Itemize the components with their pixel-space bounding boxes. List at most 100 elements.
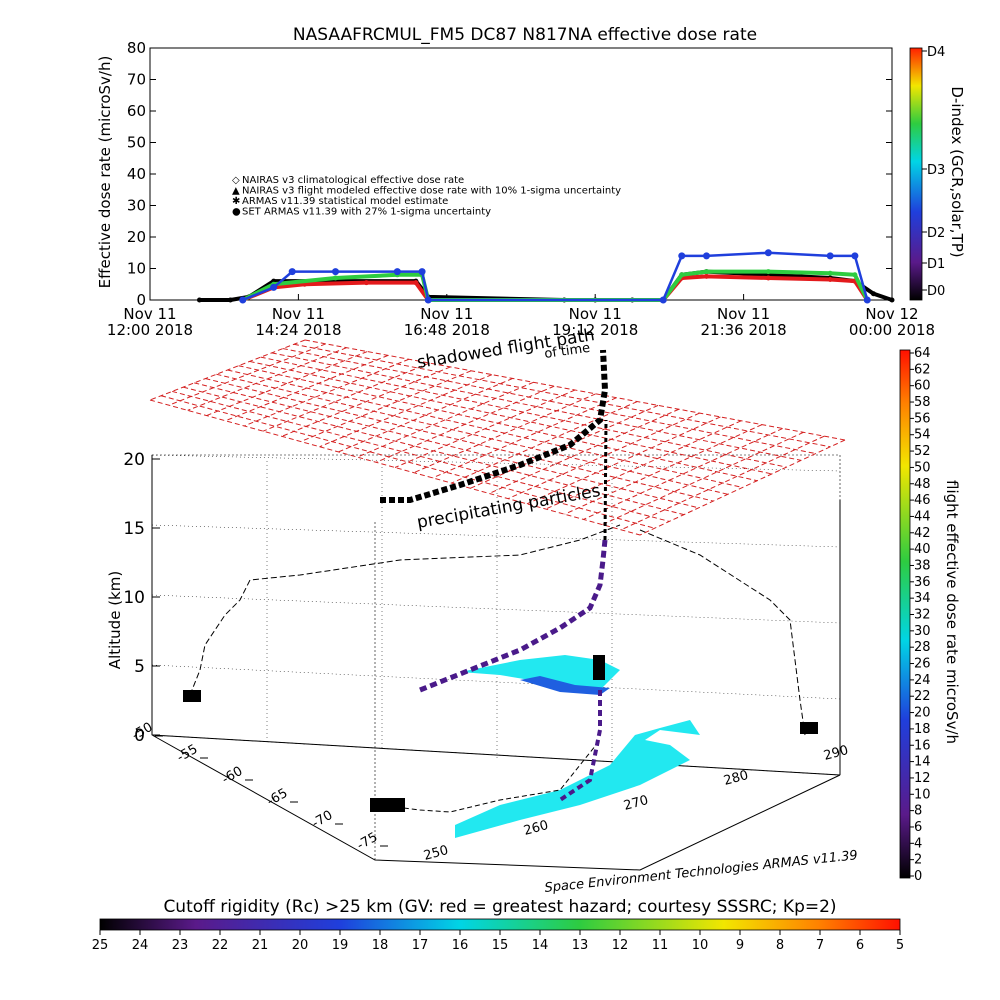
- cutoff-tick-label: 14: [532, 938, 549, 953]
- top-series-point-2: [704, 269, 709, 275]
- dose-rate-tick-label: 30: [914, 624, 931, 639]
- top-series-point-0: [889, 297, 895, 303]
- top-ytick-label: 30: [127, 197, 146, 215]
- lon-tick-label: 280: [722, 768, 750, 789]
- top-plot-frame: [149, 47, 893, 301]
- particle-grid-line: [319, 374, 493, 448]
- top-series-point-2: [827, 270, 833, 276]
- wall-grid: [151, 454, 841, 776]
- top-series-point-3: [288, 268, 296, 276]
- dose-rate-tick-label: 18: [914, 722, 931, 737]
- floor-frame: [151, 734, 841, 871]
- cutoff-tick-label: 25: [92, 938, 109, 953]
- top-series-point-3: [703, 252, 710, 260]
- dose-rate-tick-label: 16: [914, 738, 931, 753]
- cutoff-tick-label: 8: [776, 938, 784, 953]
- z-axis-ticks: 0 5 10 15 20: [123, 450, 160, 746]
- legend-symbol: ✱: [232, 196, 240, 207]
- dose-rate-tick-label: 14: [914, 755, 931, 770]
- particle-grid-line: [564, 424, 763, 515]
- dose-rate-tick-label: 32: [914, 608, 931, 623]
- top-xtick-label-line2: 21:36 2018: [701, 321, 787, 339]
- cutoff-tick-label: 13: [572, 938, 589, 953]
- top-series-point-3: [270, 283, 278, 291]
- d-index-tick-label: D2: [927, 226, 945, 241]
- dose-rate-tick-label: 58: [914, 395, 931, 410]
- top-series-point-1: [413, 280, 419, 286]
- wall-shadow-path-right: [639, 529, 806, 736]
- dose-rate-tick-label: 56: [914, 411, 931, 426]
- dose-rate-tick-label: 60: [914, 379, 931, 394]
- top-ytick-label: 50: [127, 134, 146, 152]
- d-index-label: D-index (GCR,solar,TP): [948, 86, 966, 257]
- cutoff-tick-label: 6: [856, 938, 864, 953]
- d-index-tick-label: D4: [927, 45, 945, 60]
- top-xtick-label-line2: 16:48 2018: [404, 321, 490, 339]
- top-series-point-3: [418, 268, 426, 276]
- flight-vertical: [603, 419, 608, 541]
- particle-grid-line: [375, 385, 555, 463]
- dose-rate-tick-label: 62: [914, 362, 931, 377]
- top-series-point-0: [196, 297, 202, 303]
- cutoff-tick-label: 12: [612, 938, 629, 953]
- particle-grid-line: [168, 343, 326, 406]
- lon-tick-label: 290: [822, 743, 850, 764]
- particle-grid-line: [545, 420, 742, 510]
- top-series-line-3: [242, 251, 869, 302]
- legend-symbol: ●: [232, 207, 241, 218]
- top-ytick-label: 0: [136, 291, 146, 309]
- dose-rate-tick-label: 12: [914, 771, 931, 786]
- dose-rate-tick-label: 44: [914, 509, 931, 524]
- floor-shadow-path: [379, 739, 601, 813]
- lat-tick-label: -70: [310, 808, 336, 832]
- top-xtick-label-line1: Nov 11: [717, 305, 770, 323]
- particle-grid-line: [413, 393, 596, 474]
- cutoff-colorbar-label: Cutoff rigidity (Rc) >25 km (GV: red = g…: [163, 897, 836, 917]
- particle-grid-line: [225, 354, 389, 422]
- cutoff-tick-label: 15: [492, 938, 509, 953]
- top-chart-title: NASAAFRCMUL_FM5 DC87 N817NA effective do…: [293, 25, 757, 45]
- dose-rate-tick-label: 2: [914, 853, 922, 868]
- particle-grid-line: [206, 351, 368, 417]
- top-xtick-label-line1: Nov 12: [865, 305, 918, 323]
- particle-grid-line: [244, 358, 410, 427]
- cluster-left: [370, 798, 405, 812]
- particle-grid-line: [583, 428, 783, 520]
- z-tick-label: 5: [134, 657, 145, 677]
- dose-rate-tick-label: 0: [914, 869, 922, 884]
- z-tick-label: 20: [123, 450, 145, 470]
- cutoff-tick-label: 5: [896, 938, 904, 953]
- top-series-point-0: [870, 291, 876, 297]
- top-series-point-3: [678, 252, 686, 260]
- wall-grid-hline: [151, 664, 841, 700]
- top-legend: ◇ NAIRAS v3 climatological effective dose…: [232, 175, 621, 218]
- d-index-ticks: D0 D1 D2 D3 D4: [922, 45, 945, 299]
- top-series-point-2: [333, 275, 338, 281]
- legend-entry: SET ARMAS v11.39 with 27% 1-sigma uncert…: [242, 207, 491, 218]
- dose-rate-tick-label: 42: [914, 526, 931, 541]
- annotation-of-time: of time: [543, 341, 591, 362]
- particle-grid-line: [507, 412, 700, 500]
- wall-grid-hline: [151, 594, 841, 624]
- particle-grid-line: [489, 408, 680, 494]
- flight-track-colored: [419, 539, 608, 693]
- dose-rate-tick-label: 46: [914, 493, 931, 508]
- legend-entry: NAIRAS v3 climatological effective dose …: [242, 175, 464, 186]
- top-xtick-label-line1: Nov 11: [123, 305, 176, 323]
- dose-rate-tick-label: 28: [914, 640, 931, 655]
- particle-grid-line: [282, 348, 816, 455]
- cutoff-tick-label: 16: [452, 938, 469, 953]
- top-ytick-label: 70: [127, 71, 146, 89]
- particle-grid-line: [293, 343, 831, 448]
- d-index-tick-label: D3: [927, 163, 945, 178]
- top-series-point-1: [827, 277, 833, 283]
- lat-tick-label: -55: [175, 742, 201, 766]
- top-ytick-label: 20: [127, 228, 146, 246]
- dose-rate-tick-label: 36: [914, 575, 931, 590]
- top-series-point-0: [227, 297, 233, 303]
- dose-rate-tick-label: 38: [914, 558, 931, 573]
- particle-grid-line: [160, 395, 655, 529]
- cutoff-tick-label: 24: [132, 938, 149, 953]
- top-series-point-2: [679, 272, 685, 278]
- flight-path-sky: [380, 349, 609, 503]
